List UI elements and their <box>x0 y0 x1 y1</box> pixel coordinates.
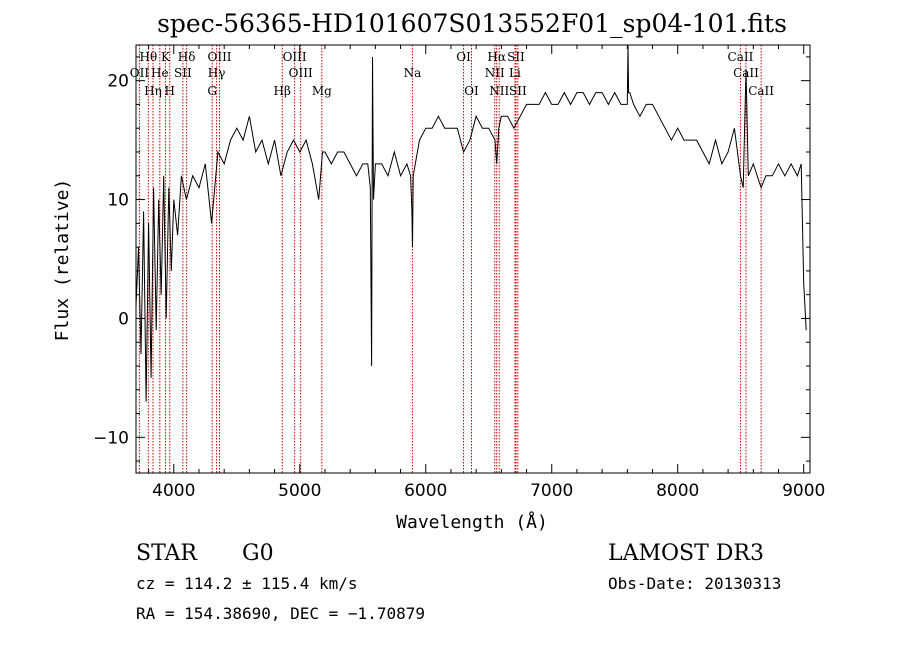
line-label: OI <box>456 50 471 64</box>
line-label: Hθ <box>139 50 157 64</box>
plot-frame <box>135 44 811 474</box>
chart-title: spec-56365-HD101607S013552F01_sp04-101.f… <box>157 9 787 38</box>
line-label: Hα <box>487 50 506 64</box>
y-tick-label: −10 <box>93 428 129 448</box>
y-tick-label: 10 <box>107 191 129 211</box>
line-label: SII <box>174 66 192 80</box>
line-label: Li <box>509 66 521 80</box>
line-label: OI <box>464 84 479 98</box>
line-label: Hβ <box>274 84 291 98</box>
line-label: NII <box>485 66 505 80</box>
spectrum-trace <box>135 44 807 402</box>
coordinates: RA = 154.38690, DEC = −1.70879 <box>136 604 425 623</box>
x-tick-label: 6000 <box>404 481 447 501</box>
line-label: OIII <box>207 50 231 64</box>
object-subclass: G0 <box>242 541 274 566</box>
line-label: OII <box>130 66 150 80</box>
line-markers <box>138 45 762 473</box>
line-label: He <box>151 66 169 80</box>
obs-date: Obs-Date: 20130313 <box>608 574 781 593</box>
line-label: Hη <box>144 84 162 98</box>
x-axis-label: Wavelength (Å) <box>396 511 548 533</box>
line-label: H <box>165 84 175 98</box>
x-tick-label: 8000 <box>656 481 699 501</box>
line-label: CaII <box>728 50 754 64</box>
line-label: OIII <box>289 66 313 80</box>
y-tick-label: 0 <box>118 309 129 329</box>
line-label: Na <box>404 66 422 80</box>
x-tick-label: 7000 <box>530 481 573 501</box>
object-class: STAR <box>136 541 198 566</box>
line-label: G <box>207 84 217 98</box>
line-label: SII <box>509 84 527 98</box>
x-tick-label: 5000 <box>278 481 321 501</box>
line-label: K <box>161 50 171 64</box>
redshift-info: cz = 114.2 ± 115.4 km/s <box>136 574 358 593</box>
line-label: Hδ <box>178 50 196 64</box>
line-label: Mg <box>312 84 332 98</box>
line-label: CaII <box>748 84 774 98</box>
line-label: SII <box>507 50 525 64</box>
x-axis-ticks: 4000 5000 6000 7000 8000 9000 <box>148 45 825 501</box>
survey-name: LAMOST DR3 <box>608 541 764 566</box>
x-tick-label: 4000 <box>152 481 195 501</box>
line-label: Hγ <box>208 66 226 80</box>
x-tick-label: 9000 <box>782 481 825 501</box>
y-tick-label: 20 <box>107 72 129 92</box>
line-label: NII <box>489 84 509 98</box>
line-label: OIII <box>283 50 307 64</box>
y-axis-label: Flux (relative) <box>52 179 73 342</box>
y-axis-ticks: −10 0 10 20 <box>93 56 810 462</box>
